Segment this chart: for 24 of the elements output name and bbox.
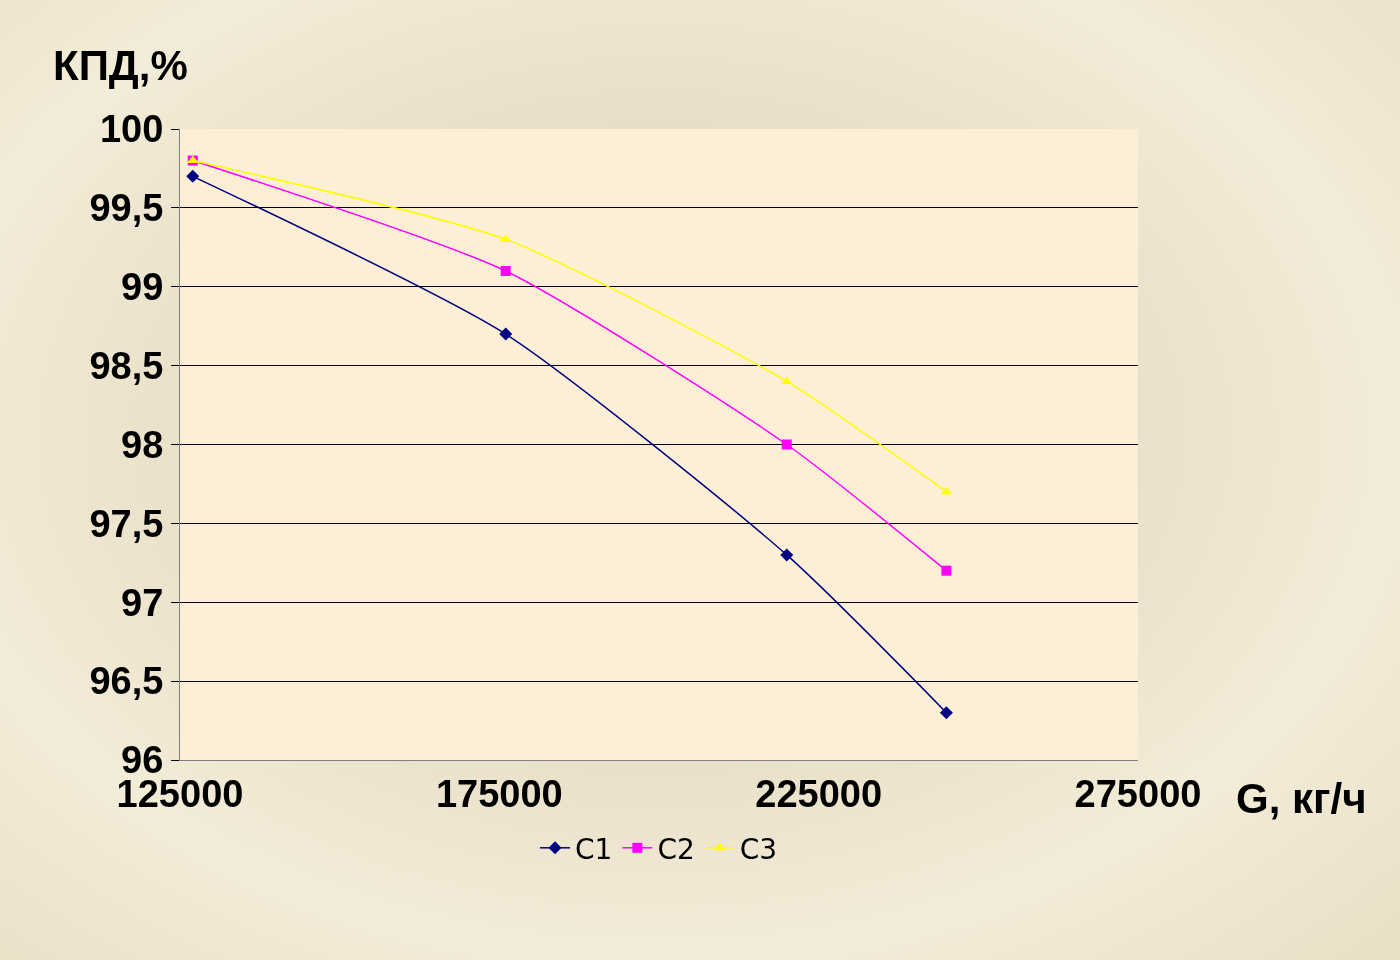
- y-tick-label: 98,5: [89, 344, 164, 387]
- x-tick-label: 175000: [435, 772, 563, 815]
- y-tick-label: 100: [99, 108, 164, 151]
- point: [780, 548, 794, 562]
- point: [939, 706, 953, 720]
- point: [186, 169, 200, 183]
- x-tick-label: 275000: [1074, 772, 1202, 815]
- point: [500, 265, 511, 276]
- x-tick-label: 225000: [755, 772, 883, 815]
- y-tick-label: 99,5: [89, 187, 164, 230]
- x-tick-label: 125000: [116, 772, 244, 815]
- y-tick-label: 97,5: [89, 502, 164, 545]
- y-tick-label: 97: [121, 581, 164, 624]
- y-tick-label: 99: [121, 266, 164, 309]
- point: [499, 327, 513, 341]
- legend-label: C1: [575, 832, 613, 866]
- legend-label: C2: [657, 832, 695, 866]
- y-axis-title: КПД,%: [53, 42, 188, 89]
- x-axis-title: G, кг/ч: [1236, 775, 1367, 822]
- point: [941, 565, 952, 576]
- y-tick-label: 98: [121, 423, 164, 466]
- legend-label: C3: [739, 832, 778, 866]
- point: [781, 439, 792, 450]
- y-tick-label: 96,5: [89, 660, 164, 703]
